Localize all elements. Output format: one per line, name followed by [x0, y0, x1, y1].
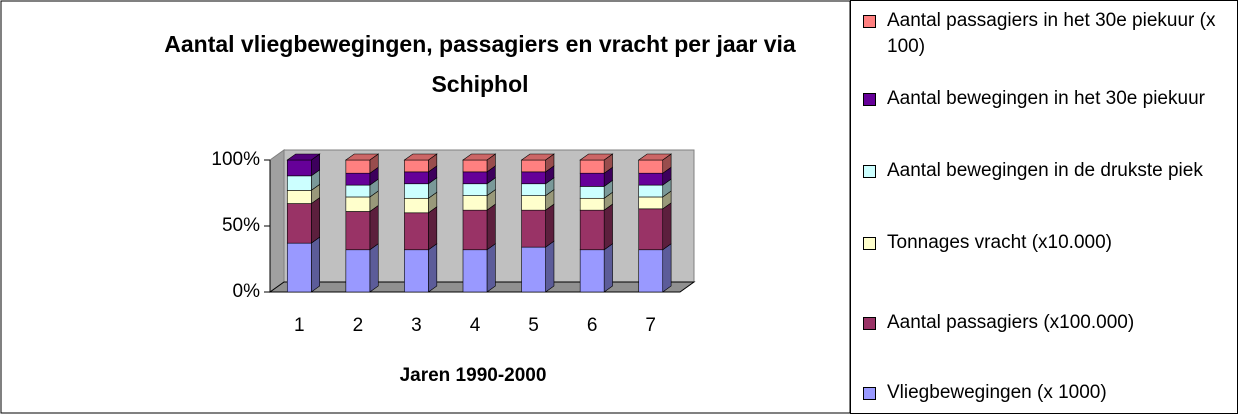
bar-side — [369, 204, 379, 251]
bar — [404, 171, 429, 185]
bar-top — [520, 153, 555, 161]
bar — [286, 159, 312, 177]
legend-label: Aantal passagiers in het 30e piekuur (x … — [887, 10, 1216, 57]
bar-side — [662, 243, 672, 293]
side-wall — [269, 149, 285, 293]
x-tick-label: 7 — [645, 315, 656, 336]
bar — [286, 190, 312, 204]
bar-top — [462, 153, 497, 161]
bar-side — [428, 243, 438, 293]
bar-side — [603, 203, 613, 251]
bar-side — [310, 236, 320, 293]
x-tick-label: 1 — [294, 315, 305, 336]
legend-label: Aantal bewegingen in het 30e piekuur — [887, 88, 1205, 109]
bar — [579, 209, 605, 251]
legend-swatch — [863, 165, 876, 178]
legend-swatch — [863, 93, 876, 106]
bar — [521, 159, 546, 173]
bar — [345, 184, 371, 198]
bar — [521, 195, 546, 211]
bar — [462, 249, 488, 293]
bar-top — [344, 153, 380, 161]
bar-side — [486, 243, 496, 293]
x-tick-label: 5 — [528, 315, 539, 336]
bar — [579, 186, 605, 199]
bar-side — [545, 240, 555, 293]
bar-side — [603, 243, 613, 293]
bar — [521, 183, 546, 196]
legend-swatch — [863, 387, 876, 400]
legend-entry: Vliegbewegingen (x 1000) — [863, 380, 1233, 406]
bar — [638, 249, 664, 293]
bar — [286, 203, 312, 244]
bar — [345, 159, 371, 174]
bar-top — [579, 153, 614, 161]
bar — [521, 246, 546, 293]
bar — [404, 183, 429, 199]
bar-top — [403, 153, 438, 161]
bar — [579, 159, 605, 174]
x-tick-label: 4 — [470, 315, 481, 336]
legend-label: Tonnages vracht (x10.000) — [887, 232, 1112, 253]
legend-label: Aantal bewegingen in de drukste piek — [887, 160, 1203, 181]
bar-side — [369, 243, 379, 293]
x-axis-title: Jaren 1990-2000 — [400, 365, 547, 386]
legend-label: Vliegbewegingen (x 1000) — [887, 382, 1107, 403]
bar — [579, 197, 605, 211]
bar — [462, 183, 488, 196]
bar — [404, 197, 429, 214]
y-tick-label: 0% — [233, 281, 261, 302]
y-tick-label: 100% — [211, 149, 260, 170]
bar-side — [486, 203, 496, 251]
bar — [404, 159, 429, 173]
legend: Aantal passagiers in het 30e piekuur (x … — [850, 0, 1238, 414]
bar — [462, 171, 488, 185]
bar — [345, 211, 371, 251]
legend-entry: Tonnages vracht (x10.000) — [863, 230, 1233, 256]
bar — [638, 208, 664, 251]
legend-entry: Aantal bewegingen in het 30e piekuur — [863, 86, 1233, 112]
y-tick-label: 50% — [222, 215, 260, 236]
bar — [638, 159, 664, 174]
legend-entry: Aantal passagiers in het 30e piekuur (x … — [863, 8, 1233, 60]
chart-title: Aantal vliegbewegingen, passagiers en vr… — [164, 31, 796, 97]
bar-top — [286, 153, 321, 161]
bar — [345, 196, 371, 212]
bar — [345, 172, 371, 186]
x-tick-label: 3 — [411, 315, 422, 336]
bar — [462, 209, 488, 251]
legend-entry: Aantal passagiers (x100.000) — [863, 310, 1233, 336]
bar — [521, 209, 546, 248]
bar — [404, 249, 429, 293]
x-tick-label: 2 — [353, 315, 364, 336]
bar-side — [662, 202, 672, 251]
legend-swatch — [863, 15, 876, 28]
bar — [286, 175, 312, 191]
legend-swatch — [863, 317, 876, 330]
bar — [462, 159, 488, 173]
legend-label: Aantal passagiers (x100.000) — [887, 312, 1135, 333]
bar-side — [545, 203, 555, 248]
bar — [521, 171, 546, 185]
bar — [345, 249, 371, 293]
bar-side — [310, 196, 320, 244]
bar — [638, 196, 664, 210]
x-tick-label: 6 — [587, 315, 598, 336]
bar-side — [428, 206, 438, 251]
bar — [579, 249, 605, 293]
bar — [462, 195, 488, 211]
bar — [404, 212, 429, 251]
legend-swatch — [863, 237, 876, 250]
bar — [638, 172, 664, 186]
bar-top — [637, 153, 673, 161]
bar — [638, 184, 664, 198]
bar — [286, 242, 312, 293]
legend-entry: Aantal bewegingen in de drukste piek — [863, 158, 1233, 184]
bar — [579, 172, 605, 187]
